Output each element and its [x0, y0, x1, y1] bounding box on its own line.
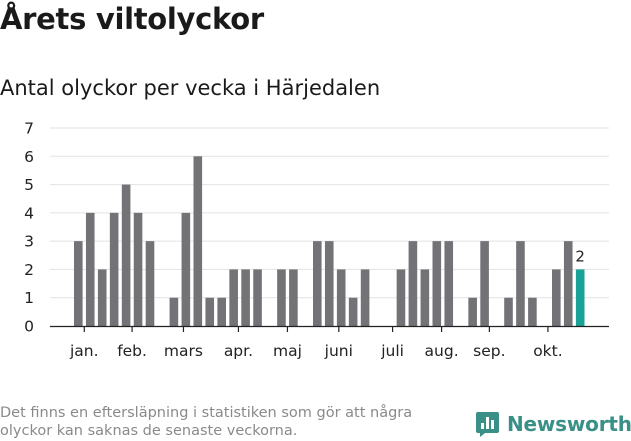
bar: [205, 297, 215, 326]
y-tick-label: 2: [24, 261, 34, 279]
bar-chart-icon: [476, 411, 499, 437]
bar: [360, 269, 370, 326]
bar: [133, 212, 143, 326]
bar: [516, 241, 525, 326]
x-tick-label: feb.: [117, 342, 147, 360]
x-tick-label: jan.: [69, 342, 99, 360]
bar: [145, 241, 155, 326]
data-labels: 2: [575, 247, 585, 265]
bar: [121, 184, 131, 326]
brand-name: Newsworthy: [507, 412, 631, 436]
bar: [468, 297, 477, 326]
bar: [313, 241, 322, 326]
y-tick-label: 6: [24, 148, 34, 166]
last-value-label: 2: [575, 247, 585, 265]
bar: [74, 241, 83, 326]
bars: [74, 156, 585, 326]
footnote: Det finns en eftersläpning i statistiken…: [0, 405, 413, 439]
newsworthy-logo: Newsworthy: [476, 408, 631, 440]
x-tick-label: maj: [273, 342, 302, 360]
bar: [97, 269, 107, 326]
bar: [563, 241, 573, 326]
bar: [528, 297, 537, 326]
bar-highlight: [575, 269, 585, 326]
y-tick-label: 5: [24, 176, 34, 194]
y-tick-label: 3: [24, 233, 34, 251]
bar: [277, 269, 286, 326]
y-axis-tick-labels: 0 1 2 3 4 5 6 7: [24, 120, 34, 336]
y-tick-label: 7: [24, 120, 34, 138]
bar: [289, 269, 298, 326]
bar: [552, 269, 561, 326]
bar: [420, 269, 430, 326]
chart-title: Årets viltolyckor: [0, 2, 264, 36]
x-axis-tick-labels: jan. feb. mars apr. maj juni juli aug. sep. okt.: [69, 342, 563, 360]
bar: [336, 269, 346, 326]
bar: [408, 241, 418, 326]
bar: [396, 269, 406, 326]
bar: [504, 297, 513, 326]
x-tick-label: aug.: [425, 342, 459, 360]
bar: [193, 156, 203, 326]
bar: [444, 241, 454, 326]
bar: [229, 269, 238, 326]
bar: [85, 212, 95, 326]
x-tick-label: okt.: [533, 342, 562, 360]
x-axis: [50, 325, 609, 332]
bar: [253, 269, 262, 326]
x-tick-label: sep.: [473, 342, 505, 360]
bar-chart: 0 1 2 3 4 5 6 7 jan. feb. mars apr. maj juni juli aug.…: [24, 120, 609, 360]
bar: [169, 297, 179, 326]
x-tick-label: apr.: [224, 342, 253, 360]
x-tick-label: mars: [164, 342, 203, 360]
chart-subtitle: Antal olyckor per vecka i Härjedalen: [0, 76, 381, 100]
bar: [432, 241, 442, 326]
bar: [324, 241, 334, 326]
y-tick-label: 1: [24, 289, 34, 307]
bar: [348, 297, 358, 326]
y-tick-label: 0: [24, 318, 34, 336]
bar: [109, 212, 119, 326]
bar: [241, 269, 250, 326]
bar: [217, 297, 226, 326]
bar: [480, 241, 489, 326]
x-tick-label: juni: [324, 342, 353, 360]
bar: [181, 212, 191, 326]
x-tick-label: juli: [380, 342, 404, 360]
y-tick-label: 4: [24, 204, 34, 222]
